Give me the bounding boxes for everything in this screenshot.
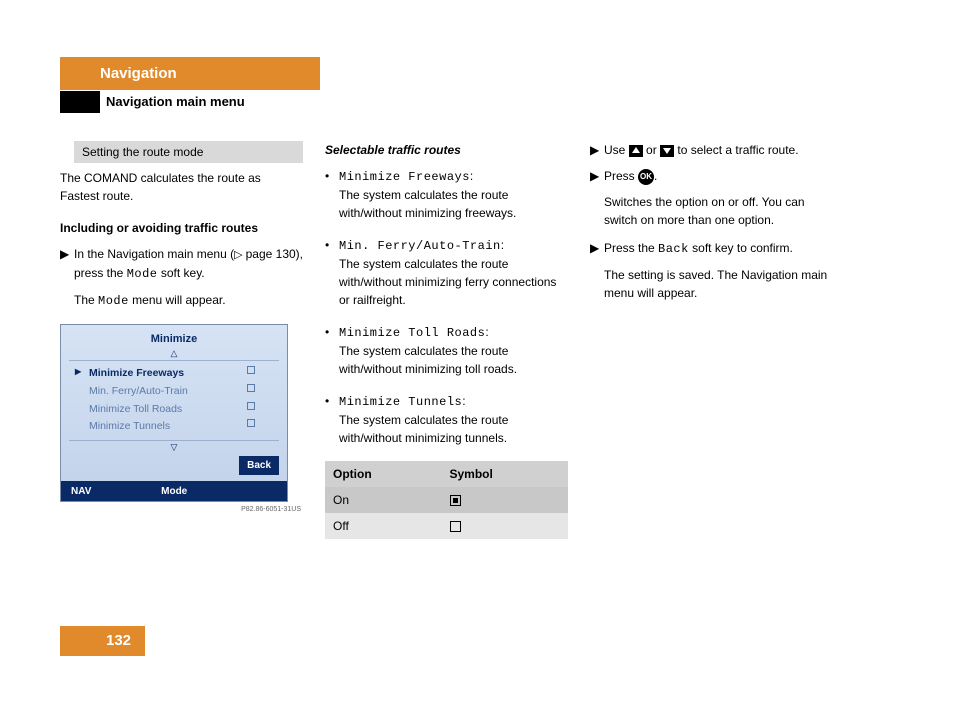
instruction-step: ▶ Press the Back soft key to confirm. [590, 239, 833, 258]
arrow-icon: ▶ [590, 239, 604, 258]
checkbox-icon [247, 384, 255, 392]
traffic-route-list: Minimize Freeways:The system calculates … [325, 167, 568, 447]
t: Use [604, 143, 629, 157]
t: Press [604, 169, 638, 183]
option-label: Min. Ferry/Auto-Train [339, 239, 501, 253]
t: page 130 [246, 247, 296, 261]
ok-key-icon: OK [638, 169, 654, 185]
step-result: The Mode menu will appear. [74, 291, 303, 310]
column-3: ▶ Use or to select a traffic route. ▶ Pr… [590, 141, 833, 539]
list-item: Minimize Tunnels:The system calculates t… [325, 392, 568, 447]
step-text: Press the Back soft key to confirm. [604, 239, 833, 258]
section-title: Navigation main menu [100, 90, 245, 113]
arrow-icon: ▶ [590, 141, 604, 159]
t: In the Navigation main menu ( [74, 247, 234, 261]
step-text: Use or to select a traffic route. [604, 141, 833, 159]
manual-page: Navigation Navigation main menu Setting … [0, 0, 954, 539]
t: to select a traffic route. [674, 143, 799, 157]
t: menu will appear. [129, 293, 226, 307]
arrow-icon: ▶ [60, 245, 74, 283]
instruction-step: ▶ Press OK. [590, 167, 833, 185]
screen-footer: NAV Mode [61, 481, 287, 501]
table-row: Off [325, 513, 568, 539]
option-desc: The system calculates the route with/wit… [339, 188, 516, 220]
option-desc: The system calculates the route with/wit… [339, 344, 517, 376]
option-desc: The system calculates the route with/wit… [339, 413, 508, 445]
screen-row: Minimize Freeways [69, 365, 279, 383]
table-header-row: Option Symbol [325, 461, 568, 487]
down-key-icon [660, 145, 674, 157]
chapter-title: Navigation [60, 57, 320, 90]
instruction-step: ▶ In the Navigation main menu (▷ page 13… [60, 245, 303, 283]
option-label: Minimize Toll Roads [339, 326, 485, 340]
image-code: P82.86-6051-31US [60, 505, 303, 516]
grey-section-heading: Setting the route mode [74, 141, 303, 163]
page-number-block: 132 [60, 626, 145, 656]
t: soft key. [158, 266, 205, 280]
t: The [74, 293, 98, 307]
triangle-down-icon: ▽ [69, 443, 279, 452]
page-header: Navigation Navigation main menu [60, 57, 894, 113]
table-row: On [325, 487, 568, 513]
checkbox-filled-icon [450, 495, 461, 506]
row-label: Min. Ferry/Auto-Train [89, 384, 188, 400]
screen-option-list: Minimize Freeways Min. Ferry/Auto-Train … [69, 360, 279, 441]
intro-text: The COMAND calculates the route as Faste… [60, 169, 303, 205]
cell-off: Off [325, 513, 442, 539]
comand-screenshot: Minimize △ Minimize Freeways Min. Ferry/… [60, 324, 288, 503]
page-number: 132 [100, 626, 145, 656]
cell-on: On [325, 487, 442, 513]
row-label: Minimize Toll Roads [89, 402, 182, 418]
th-symbol: Symbol [442, 461, 569, 487]
th-option: Option [325, 461, 442, 487]
mode-label: Mode [98, 294, 129, 308]
step-result: The setting is saved. The Navigation mai… [604, 266, 833, 302]
t: . [654, 169, 657, 183]
step-result: Switches the option on or off. You can s… [604, 193, 833, 229]
nav-label: NAV [61, 484, 101, 499]
instruction-step: ▶ Use or to select a traffic route. [590, 141, 833, 159]
subheading: Including or avoiding traffic routes [60, 219, 303, 237]
mode-label: Mode [101, 484, 287, 499]
arrow-icon: ▶ [590, 167, 604, 185]
option-label: Minimize Tunnels [339, 395, 462, 409]
option-symbol-table: Option Symbol On Off [325, 461, 568, 539]
step-text: Press OK. [604, 167, 833, 185]
screen-row: Minimize Tunnels [69, 418, 279, 436]
t: Press the [604, 241, 658, 255]
italic-subheading: Selectable traffic routes [325, 141, 568, 159]
back-label: Back [658, 242, 689, 256]
checkbox-empty-icon [450, 521, 461, 532]
cell-symbol-on [442, 487, 569, 513]
list-item: Min. Ferry/Auto-Train:The system calcula… [325, 236, 568, 309]
content-columns: Setting the route mode The COMAND calcul… [60, 141, 894, 539]
checkbox-icon [247, 366, 255, 374]
section-title-row: Navigation main menu [60, 90, 894, 113]
column-2: Selectable traffic routes Minimize Freew… [325, 141, 568, 539]
column-1: Setting the route mode The COMAND calcul… [60, 141, 303, 539]
orange-tab [60, 626, 100, 656]
page-ref: ▷ [234, 249, 246, 261]
screen-row: Minimize Toll Roads [69, 401, 279, 419]
option-desc: The system calculates the route with/wit… [339, 257, 556, 307]
row-label: Minimize Freeways [89, 366, 184, 382]
list-item: Minimize Freeways:The system calculates … [325, 167, 568, 222]
mode-label: Mode [127, 267, 158, 281]
step-text: In the Navigation main menu (▷ page 130)… [74, 245, 303, 283]
checkbox-icon [247, 419, 255, 427]
up-key-icon [629, 145, 643, 157]
t: soft key to confirm. [689, 241, 793, 255]
cell-symbol-off [442, 513, 569, 539]
checkbox-icon [247, 402, 255, 410]
black-tab [60, 91, 100, 113]
screen-row: Min. Ferry/Auto-Train [69, 383, 279, 401]
triangle-up-icon: △ [69, 349, 279, 358]
back-softkey: Back [239, 456, 279, 475]
t: or [643, 143, 660, 157]
list-item: Minimize Toll Roads:The system calculate… [325, 323, 568, 378]
option-label: Minimize Freeways [339, 170, 470, 184]
row-label: Minimize Tunnels [89, 419, 170, 435]
screen-title: Minimize [69, 331, 279, 348]
